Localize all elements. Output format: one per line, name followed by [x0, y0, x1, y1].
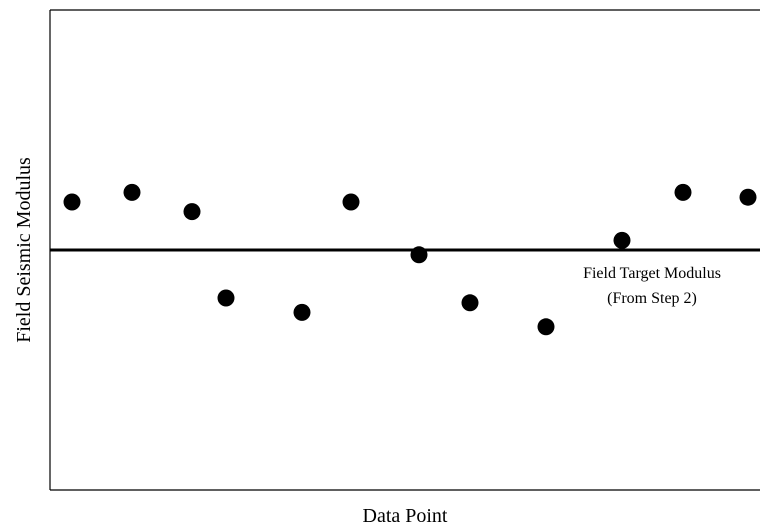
- data-point: [674, 183, 692, 201]
- data-point: [217, 289, 235, 307]
- data-point: [342, 193, 360, 211]
- x-axis-title: Data Point: [363, 505, 448, 526]
- data-point: [613, 231, 631, 249]
- data-point: [183, 203, 201, 221]
- data-point: [293, 303, 311, 321]
- data-point: [537, 318, 555, 336]
- data-point: [461, 294, 479, 312]
- target-modulus-label: Field Target Modulus: [583, 265, 721, 282]
- data-point: [123, 183, 141, 201]
- data-point: [410, 246, 428, 264]
- data-point: [63, 193, 81, 211]
- data-point: [739, 188, 757, 206]
- y-axis-title: Field Seismic Modulus: [13, 157, 35, 343]
- target-modulus-sublabel: (From Step 2): [607, 290, 697, 307]
- data-points: [63, 183, 757, 336]
